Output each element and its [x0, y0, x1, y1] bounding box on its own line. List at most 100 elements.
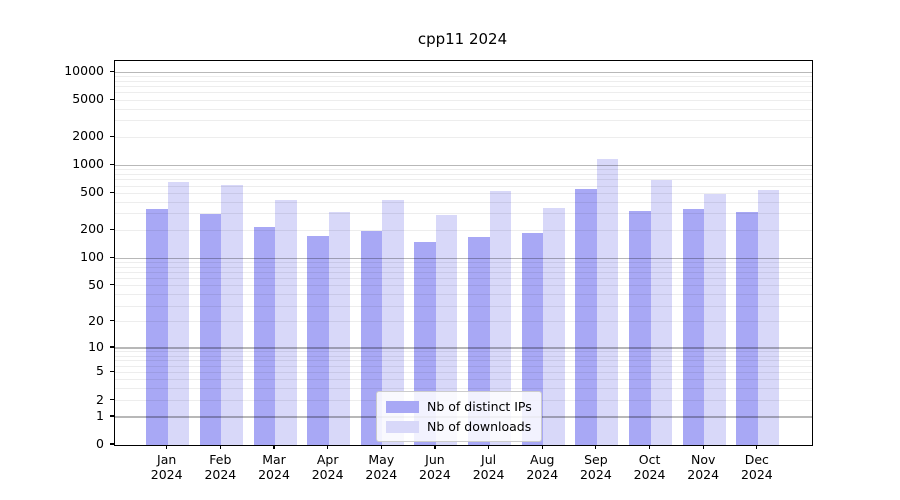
legend-row-distinct-ips: Nb of distinct IPs: [386, 399, 532, 414]
gridline-minor: [115, 355, 812, 357]
gridline-minor: [115, 305, 812, 307]
gridline-minor: [115, 285, 812, 287]
gridline-minor: [115, 169, 812, 171]
gridline-major: [115, 164, 812, 166]
x-tick-label: Jul 2024: [472, 452, 505, 482]
x-tick-label: Feb 2024: [204, 452, 237, 482]
y-tick-label: 5000: [72, 91, 104, 107]
y-tick-mark: [109, 163, 114, 165]
bar-distinct-ips: [736, 211, 758, 445]
gridline-minor: [115, 75, 812, 77]
x-tick-mark: [327, 445, 329, 450]
gridline-minor: [115, 229, 812, 231]
bar-downloads: [382, 199, 404, 445]
x-tick-mark: [219, 445, 221, 450]
y-tick-label: 10: [88, 338, 104, 354]
gridline-major: [115, 347, 812, 349]
x-tick-label: Oct 2024: [633, 452, 666, 482]
gridline-minor: [115, 365, 812, 367]
y-tick-mark: [109, 135, 114, 137]
y-tick-label: 20: [88, 312, 104, 328]
gridline-minor: [115, 388, 812, 390]
gridline-minor: [115, 86, 812, 88]
x-tick-label: Jan 2024: [150, 452, 183, 482]
bar-distinct-ips: [253, 226, 275, 445]
x-tick-label: Mar 2024: [258, 452, 290, 482]
y-tick-mark: [109, 415, 114, 417]
y-tick-label: 2: [96, 391, 104, 407]
bar-downloads: [435, 214, 458, 445]
x-tick-label: Dec 2024: [740, 452, 773, 482]
bar-distinct-ips: [629, 211, 651, 445]
bar-distinct-ips: [307, 235, 329, 445]
y-tick-mark: [109, 70, 114, 72]
y-tick-label: 1000: [72, 156, 104, 172]
bar-downloads: [757, 190, 780, 445]
gridline-minor: [115, 108, 812, 110]
gridline-minor: [115, 261, 812, 263]
gridline-minor: [115, 360, 812, 362]
y-tick-mark: [109, 256, 114, 258]
legend-label-distinct-ips: Nb of distinct IPs: [427, 399, 532, 414]
bar-downloads: [328, 212, 351, 445]
gridline-minor: [115, 379, 812, 381]
bar-downloads: [275, 199, 297, 445]
gridline-minor: [115, 192, 812, 194]
gridline-minor: [115, 120, 812, 122]
legend: Nb of distinct IPs Nb of downloads: [376, 391, 542, 442]
x-tick-mark: [488, 445, 490, 450]
legend-label-downloads: Nb of downloads: [427, 419, 532, 434]
bar-distinct-ips: [199, 213, 222, 445]
x-tick-mark: [273, 445, 275, 450]
gridline-minor: [115, 321, 812, 323]
gridline-minor: [115, 266, 812, 268]
bar-distinct-ips: [146, 208, 168, 445]
y-tick-label: 200: [80, 221, 104, 237]
legend-swatch-downloads: [386, 420, 419, 433]
y-tick-mark: [109, 284, 114, 286]
y-tick-mark: [109, 443, 114, 445]
x-tick-label: May 2024: [365, 452, 398, 482]
plot-area: [114, 60, 813, 446]
bar-downloads: [596, 159, 619, 445]
y-tick-label: 5: [96, 363, 104, 379]
x-tick-label: Sep 2024: [579, 452, 612, 482]
gridline-minor: [115, 179, 812, 181]
y-tick-mark: [109, 370, 114, 373]
x-tick-mark: [702, 445, 704, 450]
x-tick-mark: [380, 445, 382, 450]
y-tick-label: 2000: [72, 128, 104, 144]
bar-downloads: [650, 179, 673, 445]
gridline-minor: [115, 294, 812, 296]
gridline-minor: [115, 371, 812, 373]
gridline-minor: [115, 278, 812, 280]
gridline-minor: [115, 80, 812, 82]
gridline-minor: [115, 351, 812, 353]
y-tick-mark: [109, 98, 114, 100]
x-tick-label: Nov 2024: [687, 452, 720, 482]
x-tick-label: Apr 2024: [311, 452, 344, 482]
x-tick-mark: [648, 445, 651, 450]
y-tick-label: 100: [80, 249, 104, 265]
y-tick-label: 500: [80, 184, 104, 200]
x-tick-mark: [434, 445, 436, 450]
x-tick-mark: [166, 445, 168, 450]
y-tick-mark: [109, 398, 114, 401]
legend-row-downloads: Nb of downloads: [386, 419, 532, 434]
gridline-minor: [115, 99, 812, 101]
gridline-minor: [115, 136, 812, 138]
x-tick-label: Aug 2024: [526, 452, 559, 482]
gridline-minor: [115, 185, 812, 187]
y-tick-label: 0: [96, 436, 104, 451]
bar-downloads: [167, 182, 190, 445]
y-tick-label: 10000: [64, 63, 104, 79]
x-tick-mark: [541, 445, 543, 450]
bar-downloads: [221, 184, 243, 445]
gridline-major: [115, 257, 812, 259]
x-tick-mark: [756, 445, 758, 450]
bar-downloads: [704, 194, 726, 445]
y-tick-mark: [109, 346, 114, 348]
bar-downloads: [489, 191, 512, 445]
gridline-minor: [115, 213, 812, 215]
